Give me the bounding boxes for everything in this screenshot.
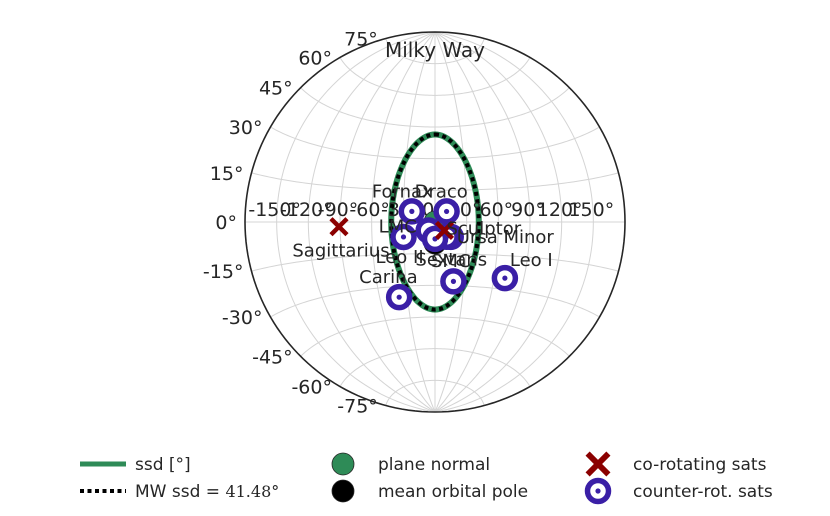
parallel-line	[251, 172, 619, 191]
point-marker	[331, 452, 355, 476]
longitude-tick-label: -60°	[349, 199, 390, 221]
longitude-tick-label: -120°	[280, 199, 333, 221]
legend: ssd [°] plane normal co-rotating sats MW ss…	[80, 451, 773, 505]
satellite-label: SMC	[431, 251, 471, 272]
longitude-tick-label: 90°	[511, 199, 545, 221]
legend-label: ssd [°]	[135, 455, 191, 475]
ring-marker-center	[400, 234, 407, 240]
x-marker	[585, 451, 611, 477]
latitude-tick-label: 0°	[215, 212, 237, 234]
ring-marker-center	[409, 208, 415, 214]
satellite-label: Sagittarius	[292, 241, 389, 262]
chart-title: Milky Way	[385, 38, 485, 62]
longitude-tick-label: 150°	[568, 199, 614, 221]
satellite-label: Ursa Minor	[457, 227, 555, 248]
ring-marker-center	[450, 278, 457, 284]
latitude-tick-label: 45°	[259, 78, 293, 100]
latitude-tick-labels: -75°-60° -45° -30° -15° 0° 15° 30° 45°60° 75°	[203, 28, 378, 417]
longitude-tick-label: -90°	[318, 199, 359, 221]
longitude-tick-label: -150°	[248, 199, 301, 221]
legend-label: mean orbital pole	[378, 482, 528, 502]
legend-label: counter-rot. sats	[633, 482, 773, 502]
satellite-label: Fornax	[372, 181, 433, 202]
x-marker	[329, 217, 349, 237]
legend-label: MW ssd = 41.48°	[135, 482, 279, 502]
latitude-tick-label: 75°	[344, 28, 378, 50]
projection-boundary	[244, 31, 626, 413]
latitude-tick-label: -15°	[203, 261, 244, 283]
latitude-tick-label: 60°	[298, 47, 332, 69]
parallel-line	[270, 284, 600, 318]
latitude-tick-label: -30°	[222, 307, 263, 329]
satellite-label: LMC	[379, 216, 417, 237]
parallel-line	[270, 126, 600, 160]
longitude-tick-label: 60°	[479, 199, 513, 221]
satellite-label: Leo I	[510, 250, 553, 271]
ring-marker-center	[502, 275, 508, 281]
mw-ssd-curve	[389, 132, 481, 312]
longitude-tick-label: 120°	[537, 199, 583, 221]
parallel-line	[339, 348, 531, 387]
latitude-tick-label: 30°	[229, 117, 263, 139]
ring-marker-center	[396, 294, 402, 300]
data-points	[329, 198, 519, 311]
parallel-line	[385, 379, 485, 406]
parallel-line	[300, 87, 570, 128]
parallel-line	[385, 38, 485, 65]
legend-label: plane normal	[378, 455, 490, 475]
longitude-tick-labels: -150°-120°-90°-60°-30°0°30°60°90°120°150…	[248, 199, 614, 221]
ssd-curves	[388, 131, 482, 313]
x-marker	[434, 220, 455, 241]
satellite-label: Carina	[359, 267, 417, 288]
latitude-tick-label: -45°	[252, 346, 293, 368]
latitude-tick-label: 15°	[210, 163, 244, 185]
ring-marker-center	[443, 208, 450, 215]
satellite-label: Draco	[415, 181, 468, 202]
ring-marker-center	[595, 488, 601, 494]
satellite-label: Sculptor	[446, 218, 521, 239]
satellite-label: Sextans	[415, 249, 487, 270]
parallel-line	[300, 316, 570, 357]
legend-label: co-rotating sats	[633, 455, 767, 475]
parallel-line	[339, 57, 531, 96]
satellite-label: Leo II	[375, 247, 423, 268]
latitude-tick-label: -60°	[291, 377, 332, 399]
point-marker	[331, 479, 355, 503]
latitude-tick-label: -75°	[337, 396, 378, 418]
